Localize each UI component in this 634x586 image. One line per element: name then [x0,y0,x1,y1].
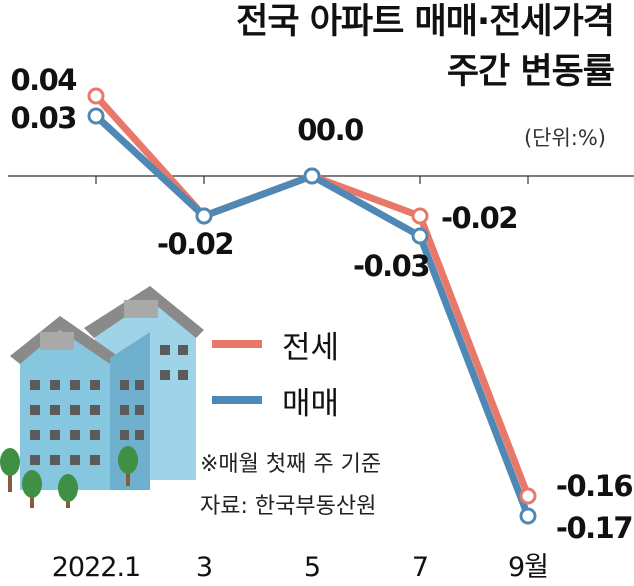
data-value-label: -0.02 [157,227,233,261]
chart-title: 전국 아파트 매매·전세가격 [236,2,615,42]
data-value-label: 00.0 [297,113,363,147]
data-point [519,507,537,525]
data-value-label: -0.03 [353,249,429,283]
legend-swatch-maemae [212,396,262,404]
data-point [195,207,213,225]
data-value-label: -0.02 [441,201,517,235]
footnote-basis: ※매월 첫째 주 기준 [200,452,382,477]
footnote-source: 자료: 한국부동산원 [200,494,377,519]
data-point [519,487,537,505]
data-value-label: 0.04 [10,63,76,97]
unit-label: (단위:%) [523,126,606,150]
x-tick-label: 2022.1 [52,552,140,583]
chart-subtitle: 주간 변동률 [446,52,615,92]
data-value-label: -0.17 [556,511,632,545]
series-group [87,87,537,525]
labels-group: 0.04 0.03 -0.02 00.0 -0.02 -0.03 -0.16 -0.17 [10,63,633,545]
data-value-label: 0.03 [10,101,76,135]
data-point [411,207,429,225]
x-tick-label: 5 [304,552,320,583]
x-tick-label: 3 [196,552,212,583]
data-point [303,167,321,185]
legend-swatch-jeonse [212,340,262,348]
data-point [87,107,105,125]
x-tick-label: 7 [412,552,428,583]
apartment-illustration [0,286,204,508]
data-point [87,87,105,105]
x-tick-label: 9월 [508,552,548,583]
legend-label-maemae: 매매 [282,386,340,422]
legend-label-jeonse: 전세 [282,330,340,366]
data-point [411,227,429,245]
data-value-label: -0.16 [556,469,632,503]
